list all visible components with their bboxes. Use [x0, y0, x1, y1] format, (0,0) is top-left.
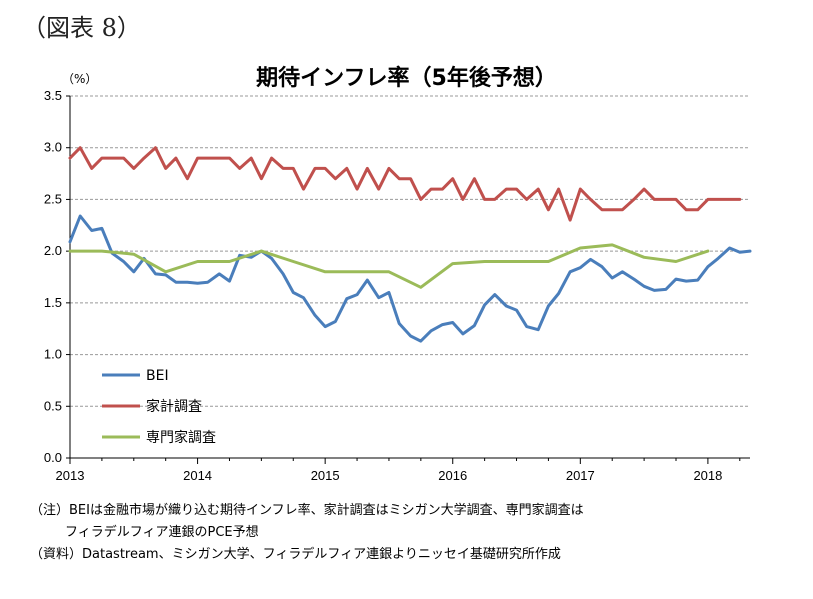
source-line: （資料）Datastream、ミシガン大学、フィラデルフィア連銀よりニッセイ基礎… — [30, 547, 561, 562]
notes: （注）BEIは金融市場が織り込む期待インフレ率、家計調査はミシガン大学調査、専門… — [30, 500, 584, 566]
y-tick-label: 0.0 — [44, 450, 62, 465]
figure-label: （図表 8） — [22, 14, 141, 42]
x-tick-label: 2017 — [566, 468, 595, 483]
y-tick-labels: 0.0 0.5 1.0 1.5 2.0 2.5 3.0 3.5 — [44, 88, 62, 465]
note-line-2: フィラデルフィア連銀のPCE予想 — [65, 525, 259, 540]
legend-label-0: BEI — [146, 368, 169, 384]
chart-title: 期待インフレ率（5年後予想） — [256, 66, 557, 91]
series-line-1 — [68, 146, 742, 222]
note-line-1: （注）BEIは金融市場が織り込む期待インフレ率、家計調査はミシガン大学調査、専門… — [30, 503, 584, 518]
x-tick-label: 2013 — [56, 468, 85, 483]
x-tick-labels: 2013 2014 2015 2016 2017 2018 — [56, 468, 723, 483]
legend-label-2: 専門家調査 — [146, 429, 216, 446]
y-tick-label: 3.5 — [44, 88, 62, 103]
x-tick-label: 2018 — [693, 468, 722, 483]
y-tick-label: 2.0 — [44, 243, 62, 258]
series-line-0 — [68, 214, 752, 343]
y-tick-label: 2.5 — [44, 191, 62, 206]
grid-lines — [70, 95, 750, 407]
y-tick-label: 1.0 — [44, 347, 62, 362]
series-lines — [68, 146, 752, 343]
y-tick-label: 3.0 — [44, 140, 62, 155]
x-tick-label: 2015 — [311, 468, 340, 483]
x-tick-label: 2016 — [438, 468, 467, 483]
x-tick-label: 2014 — [183, 468, 212, 483]
y-axis-unit-label: （%） — [62, 72, 98, 86]
series-line-2 — [68, 243, 710, 289]
legend-label-1: 家計調査 — [146, 398, 202, 415]
y-tick-label: 1.5 — [44, 295, 62, 310]
y-tick-label: 0.5 — [44, 398, 62, 413]
